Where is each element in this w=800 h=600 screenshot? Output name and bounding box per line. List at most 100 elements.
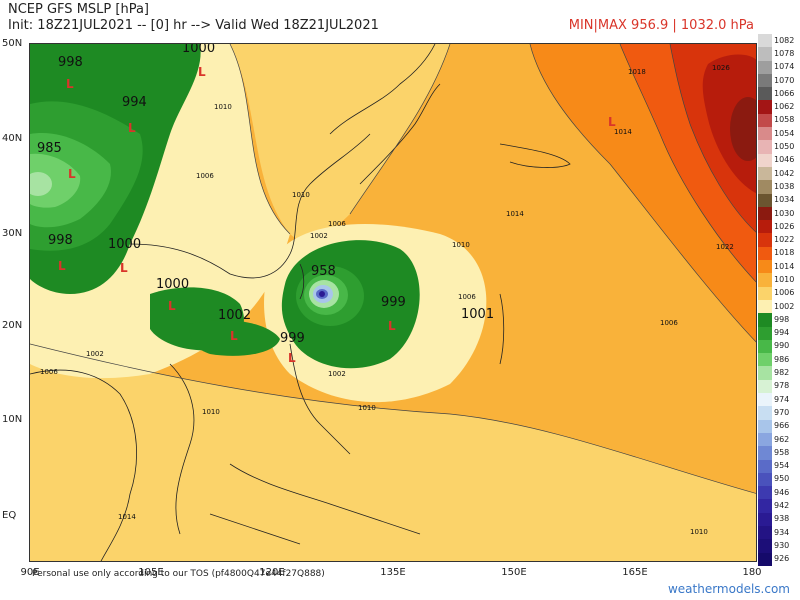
- isobar-label: 1002: [328, 370, 346, 378]
- colorbar-level-label: 982: [774, 368, 790, 378]
- isobar-label: 1010: [214, 103, 232, 111]
- isobar-label: 1014: [614, 128, 632, 136]
- colorbar-level-label: 998: [774, 314, 790, 324]
- colorbar-swatch: [758, 313, 772, 327]
- lat-label-20n: 20N: [2, 320, 23, 331]
- isobar-label: 1002: [310, 232, 328, 240]
- low-marker: L: [128, 121, 136, 135]
- colorbar-level-label: 1042: [774, 168, 795, 178]
- colorbar-swatch: [758, 206, 772, 221]
- colorbar-labels: 1082 1078 1074 1070 1066 1062 1058 1054 1050 1046…: [774, 34, 800, 566]
- colorbar-swatch: [758, 100, 772, 114]
- isobar-label: 1014: [506, 210, 524, 218]
- lat-label-40n: 40N: [2, 133, 23, 144]
- colorbar-level-label: 1026: [774, 221, 795, 231]
- colorbar-swatch: [758, 73, 772, 88]
- colorbar-level-label: 1082: [774, 35, 795, 45]
- isobar-label: 1026: [712, 64, 730, 72]
- low-marker: L: [66, 77, 74, 91]
- colorbar-swatch: [758, 406, 772, 420]
- colorbar-level-label: 958: [774, 447, 790, 457]
- lon-label-135e: 135E: [380, 567, 406, 578]
- lon-label-150e: 150E: [501, 567, 527, 578]
- colorbar-swatch: [758, 233, 772, 247]
- lon-label-105e: 105E: [138, 567, 164, 578]
- colorbar-swatch: [758, 379, 772, 394]
- colorbar-level-label: 1070: [774, 75, 795, 85]
- isobar-label: 1010: [292, 191, 310, 199]
- colorbar-level-label: 1078: [774, 48, 795, 58]
- colorbar-level-label: 1022: [774, 235, 795, 245]
- pressure-field-1030: [730, 97, 756, 161]
- colorbar-level-label: 1050: [774, 142, 795, 152]
- colorbar-level-label: 938: [774, 514, 790, 524]
- low-marker: L: [68, 167, 76, 181]
- colorbar-swatch: [758, 140, 772, 154]
- colorbar-level-label: 1058: [774, 115, 795, 125]
- isobar-label: 1014: [118, 513, 136, 521]
- colorbar-level-label: 1066: [774, 88, 795, 98]
- colorbar-swatch: [758, 286, 772, 300]
- colorbar-level-label: 990: [774, 341, 790, 351]
- colorbar-level-label: 978: [774, 381, 790, 391]
- isobar-label: 1022: [716, 243, 734, 251]
- pressure-label: 1000: [182, 44, 215, 56]
- colorbar-swatch: [758, 47, 772, 61]
- isobar-label: 1010: [452, 241, 470, 249]
- colorbar-swatch: [758, 193, 772, 207]
- pressure-label: 985: [37, 141, 62, 156]
- isobar-label: 1006: [458, 293, 476, 301]
- colorbar-swatch: [758, 34, 772, 48]
- map-header: NCEP GFS MSLP [hPa] Init: 18Z21JUL2021 -…: [8, 2, 379, 34]
- pressure-label: 998: [48, 233, 73, 248]
- colorbar-level-label: 986: [774, 354, 790, 364]
- pressure-field-982: [30, 172, 52, 196]
- colorbar-swatch: [758, 393, 772, 407]
- colorbar-swatch: [758, 260, 772, 274]
- low-markers: L L L L L L L L L L L: [58, 65, 616, 365]
- pressure-label: 999: [381, 295, 406, 310]
- pressure-map-svg: 998 994 985 1000 998 1000 1000 1002 999 …: [30, 44, 756, 561]
- lon-label-90e: 90E: [20, 567, 40, 578]
- pressure-label: 994: [122, 95, 147, 110]
- colorbar-swatch: [758, 472, 772, 487]
- low-marker: L: [168, 299, 176, 313]
- pressure-label: 958: [311, 264, 336, 279]
- colorbar-swatch: [758, 419, 772, 433]
- isobar-label: 1002: [86, 350, 104, 358]
- pressure-field-1006-north: [230, 44, 450, 240]
- colorbar-level-label: 1006: [774, 288, 795, 298]
- colorbar-swatch: [758, 273, 772, 287]
- colorbar-level-label: 1014: [774, 261, 795, 271]
- map-title: NCEP GFS MSLP [hPa]: [8, 2, 149, 17]
- pressure-label: 1002: [218, 308, 251, 323]
- colorbar-swatch: [758, 60, 772, 74]
- colorbar-swatch: [758, 87, 772, 101]
- colorbar-swatch: [758, 326, 772, 340]
- low-marker: L: [388, 319, 396, 333]
- pressure-label: 998: [58, 55, 83, 70]
- map-subtitle: Init: 18Z21JUL2021 -- [0] hr --> Valid W…: [8, 18, 379, 33]
- isobar-label: 1010: [202, 408, 220, 416]
- colorbar: [758, 34, 772, 566]
- brand-link[interactable]: weathermodels.com: [667, 582, 790, 596]
- low-marker: L: [198, 65, 206, 79]
- lat-label-10n: 10N: [2, 414, 23, 425]
- isobar-label: 1018: [628, 68, 646, 76]
- colorbar-swatch: [758, 552, 772, 566]
- colorbar-swatch: [758, 246, 772, 261]
- low-marker: L: [288, 351, 296, 365]
- low-marker: L: [120, 261, 128, 275]
- colorbar-level-label: 1018: [774, 248, 795, 258]
- colorbar-level-label: 970: [774, 407, 790, 417]
- min-max-readout: MIN|MAX 956.9 | 1032.0 hPa: [568, 18, 754, 33]
- colorbar-swatch: [758, 180, 772, 194]
- isobar-label: 1010: [690, 528, 708, 536]
- colorbar-swatch: [758, 113, 772, 128]
- lat-label-30n: 30N: [2, 228, 23, 239]
- colorbar-swatch: [758, 459, 772, 473]
- colorbar-level-label: 950: [774, 474, 790, 484]
- pressure-label: 1000: [156, 277, 189, 292]
- low-marker: L: [608, 115, 616, 129]
- pressure-field-1006-south: [30, 344, 756, 561]
